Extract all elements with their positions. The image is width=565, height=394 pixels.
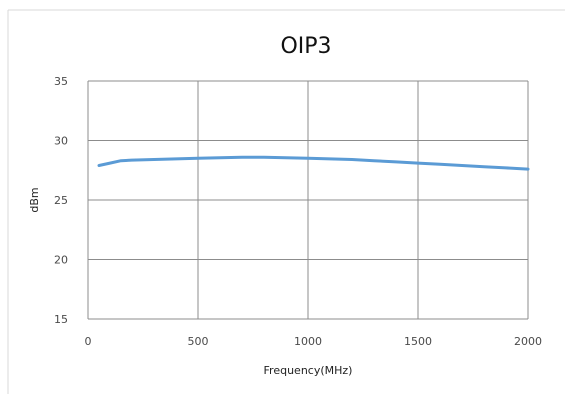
y-tick-label: 25 — [54, 194, 68, 207]
series-line — [97, 155, 530, 171]
x-tick-label: 1000 — [294, 335, 322, 348]
chart-frame — [7, 9, 565, 394]
y-tick-label: 15 — [54, 313, 68, 326]
y-tick-label: 35 — [54, 75, 68, 88]
chart-title: OIP3 — [280, 34, 331, 59]
x-tick-label: 1500 — [404, 335, 432, 348]
y-tick-label: 20 — [54, 254, 68, 267]
grid — [87, 80, 529, 320]
tick-labels: 15 20 25 30 35 0 500 1000 1500 2000 — [54, 75, 542, 348]
x-axis-label: Frequency(MHz) — [264, 364, 353, 377]
x-tick-label: 2000 — [514, 335, 542, 348]
y-axis-label: dBm — [28, 187, 41, 212]
series-layer — [97, 155, 530, 171]
x-tick-label: 500 — [188, 335, 209, 348]
y-tick-label: 30 — [54, 135, 68, 148]
x-tick-label: 0 — [85, 335, 92, 348]
